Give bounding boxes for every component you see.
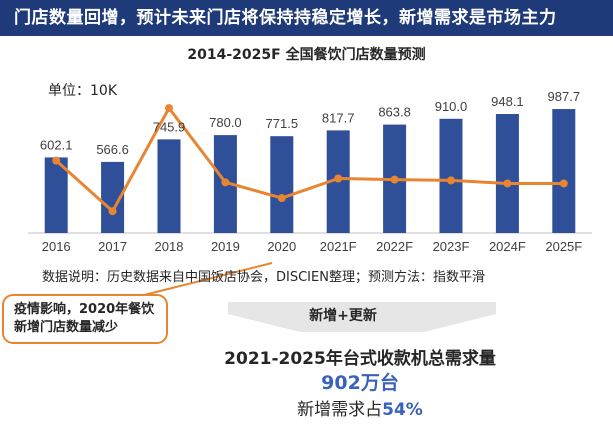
bar-2023f — [439, 118, 463, 233]
value-label-2024f: 948.1 — [491, 94, 524, 109]
value-label-2021f: 817.7 — [322, 110, 355, 125]
trend-point-2022f — [390, 175, 399, 184]
trend-point-2024f — [503, 179, 512, 188]
trend-point-2016 — [52, 156, 61, 165]
page-title: 门店数量回增，预计未来门店将保持持稳定增长，新增需求是市场主力 — [14, 8, 557, 28]
x-tick-2020: 2020 — [267, 239, 296, 254]
x-tick-2018: 2018 — [155, 239, 184, 254]
data-note: 数据说明：历史数据来自中国饭店协会，DISCIEN整理；预测方法：指数平滑 — [42, 270, 485, 285]
x-tick-2023f: 2023F — [433, 239, 470, 254]
bar-2024f — [495, 114, 519, 233]
value-label-2025f: 987.7 — [548, 89, 581, 104]
x-tick-2022f: 2022F — [376, 239, 413, 254]
trend-point-2019 — [221, 178, 230, 187]
value-label-2018: 745.9 — [153, 119, 186, 134]
chart-title: 2014-2025F 全国餐饮门店数量预测 — [187, 47, 426, 63]
value-label-2022f: 863.8 — [378, 105, 411, 120]
trend-point-2018 — [165, 104, 173, 113]
summary-total: 902万台 — [321, 372, 399, 394]
callout-text: 疫情影响，2020年餐饮新增门店数量减少 — [14, 302, 155, 335]
unit-label: 单位：10K — [48, 83, 117, 99]
bar-2025f — [552, 109, 576, 233]
x-tick-2021f: 2021F — [320, 239, 357, 254]
callout-box: 疫情影响，2020年餐饮新增门店数量减少 — [2, 294, 168, 344]
summary-arrow — [228, 302, 496, 332]
trend-point-2025f — [559, 179, 568, 188]
value-label-2019: 780.0 — [209, 115, 242, 130]
value-label-2017: 566.6 — [96, 142, 129, 157]
summary-share: 新增需求占54% — [150, 395, 570, 420]
summary-share-value: 54% — [382, 400, 423, 420]
bar-2018 — [157, 139, 181, 233]
value-label-2016: 602.1 — [40, 137, 73, 152]
value-label-2023f: 910.0 — [435, 99, 468, 114]
x-tick-2019: 2019 — [211, 239, 240, 254]
trend-line — [55, 106, 564, 213]
summary-share-prefix: 新增需求占 — [297, 400, 383, 420]
bar-2016 — [44, 157, 68, 233]
callout-connector — [139, 262, 273, 297]
trend-point-2020 — [277, 194, 286, 203]
summary-title: 2021-2025年台式收款机总需求量 — [224, 349, 496, 369]
x-tick-2017: 2017 — [98, 239, 127, 254]
x-tick-2024f: 2024F — [489, 239, 526, 254]
bar-2020 — [270, 136, 294, 233]
trend-point-2017 — [108, 207, 117, 216]
trend-point-2021f — [334, 174, 343, 183]
bar-2017 — [101, 161, 125, 233]
value-label-2020: 771.5 — [266, 116, 299, 131]
header-bar: 门店数量回增，预计未来门店将保持持稳定增长，新增需求是市场主力 — [0, 0, 613, 36]
x-tick-2016: 2016 — [42, 239, 71, 254]
trend-point-2023f — [447, 176, 455, 185]
x-tick-2025f: 2025F — [545, 239, 582, 254]
arrow-label: 新增+更新 — [309, 308, 377, 324]
